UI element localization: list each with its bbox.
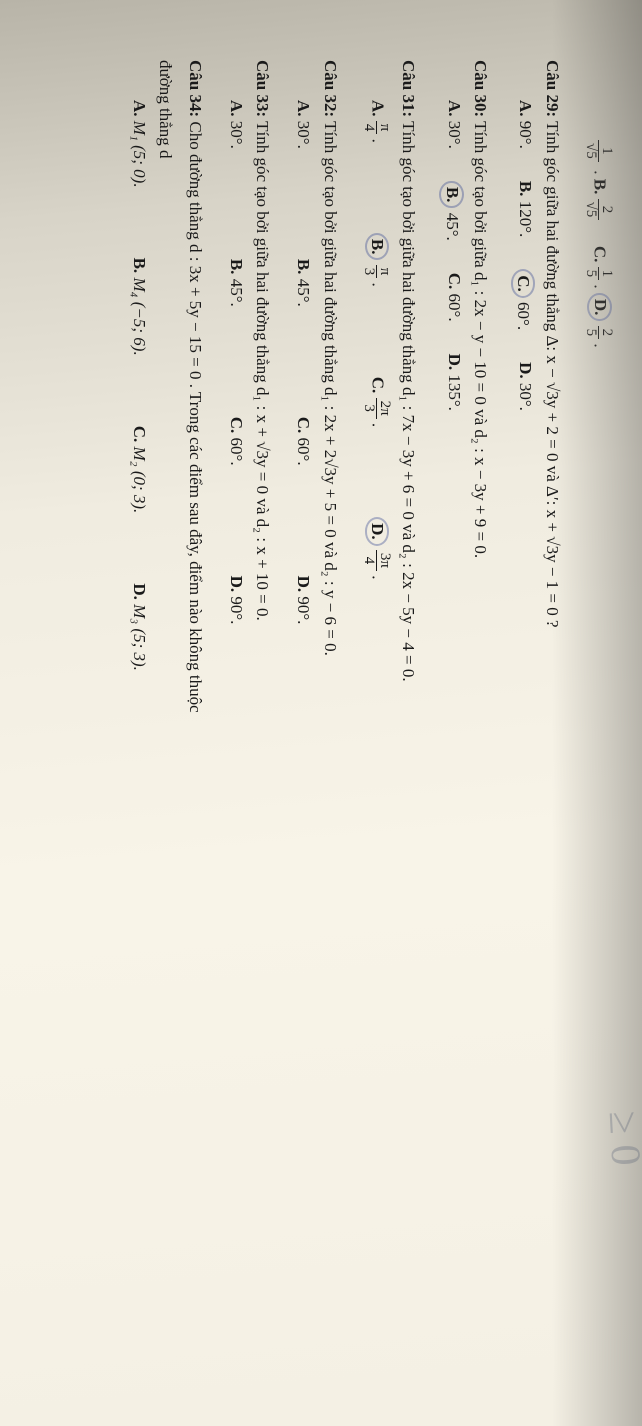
q32-opt-d: D. 90°.: [293, 576, 313, 625]
q29-text: Tính góc giữa hai đường thẳng Δ: x − √3y…: [543, 121, 562, 627]
exam-page: ≥ 0 1√5 . B. 2√5 C. 15 . D. 25 . Câu 29:…: [0, 0, 642, 1426]
q30-opt-a: A. 30°.: [439, 100, 463, 149]
question-33: Câu 33: Tính góc tạo bởi giữa hai đường …: [226, 60, 276, 1386]
q33-opt-a: A. 30°.: [226, 100, 246, 149]
q30-text: Tính góc tạo bởi giữa d₁ : 2x − y − 10 =…: [471, 121, 490, 558]
q32-label: Câu 32:: [321, 60, 340, 117]
question-30: Câu 30: Tính góc tạo bởi giữa d₁ : 2x − …: [439, 60, 493, 1386]
q33-text: Tính góc tạo bởi giữa hai đường thẳng d₁…: [253, 121, 272, 621]
frac-5c: 15: [583, 267, 614, 281]
frac-sqrt5a: 1√5: [583, 140, 614, 162]
q29-opt-d: D. 30°.: [511, 362, 535, 411]
q32-options: A. 30°. B. 45°. C. 60°. D. 90°.: [293, 100, 313, 1386]
question-31: Câu 31: Tính góc tạo bởi giữa hai đường …: [361, 60, 422, 1386]
q29-opt-b: B. 120°.: [511, 181, 535, 237]
q31-text: Tính góc tạo bởi giữa hai đường thẳng d₁…: [399, 121, 418, 681]
q33-options: A. 30°. B. 45°. C. 60°. D. 90°.: [226, 100, 246, 1386]
q30-opt-d: D. 135°.: [439, 354, 463, 411]
q33-opt-d: D. 90°.: [226, 576, 246, 625]
q33-opt-b: B. 45°.: [226, 259, 246, 307]
q29-opt-c: C. 60°.: [511, 269, 535, 330]
q34-text1: Cho đường thẳng d : 3x + 5y − 15 = 0 . T…: [186, 121, 205, 712]
q31-opt-c: C. 2π3 .: [361, 377, 392, 427]
q30-opt-b: B. 45°.: [439, 181, 463, 241]
q32-opt-c: C. 60°.: [293, 417, 313, 466]
question-32: Câu 32: Tính góc tạo bởi giữa hai đường …: [293, 60, 343, 1386]
frac-sqrt5b: 2√5: [583, 199, 614, 221]
q31-options: A. π4 . B. π3 . C. 2π3 . D. 3π4 .: [361, 100, 392, 1386]
q34-label: Câu 34:: [186, 60, 205, 117]
q31-opt-d: D. 3π4 .: [361, 517, 392, 579]
q31-label: Câu 31:: [399, 60, 418, 117]
q30-options: A. 30°. B. 45°. C. 60°. D. 135°.: [439, 100, 463, 1386]
q34-opt-d: D. M₃ (5; 3).: [129, 583, 149, 671]
q32-opt-b: B. 45°.: [293, 259, 313, 307]
q31-opt-b: B. π3 .: [361, 233, 392, 287]
question-29: Câu 29: Tính góc giữa hai đường thẳng Δ:…: [511, 60, 565, 1386]
q33-label: Câu 33:: [253, 60, 272, 117]
q29-options: A. 90°. B. 120°. C. 60°. D. 30°.: [511, 100, 535, 1386]
q34-opt-b: B. M₄ (−5; 6).: [129, 258, 149, 356]
question-34: Câu 34: Cho đường thẳng d : 3x + 5y − 15…: [129, 60, 208, 1386]
q34-opt-a: A. M₁ (5; 0).: [129, 100, 149, 188]
q34-options: A. M₁ (5; 0). B. M₄ (−5; 6). C. M₂ (0; 3…: [129, 100, 149, 1386]
q30-label: Câu 30:: [471, 60, 490, 117]
q29-opt-a: A. 90°.: [511, 100, 535, 149]
q33-opt-c: C. 60°.: [226, 417, 246, 466]
q30-opt-c: C. 60°.: [439, 273, 463, 322]
q29-label: Câu 29:: [543, 60, 562, 117]
q34-opt-c: C. M₂ (0; 3).: [129, 426, 149, 514]
q34-text2: đường thẳng d: [156, 60, 175, 158]
frac-5d: 25: [583, 326, 614, 340]
q32-opt-a: A. 30°.: [293, 100, 313, 149]
q32-text: Tính góc tạo bởi giữa hai đường thẳng d₁…: [321, 121, 340, 656]
q31-opt-a: A. π4 .: [361, 100, 392, 143]
fragment-line: 1√5 . B. 2√5 C. 15 . D. 25 .: [583, 60, 614, 1386]
